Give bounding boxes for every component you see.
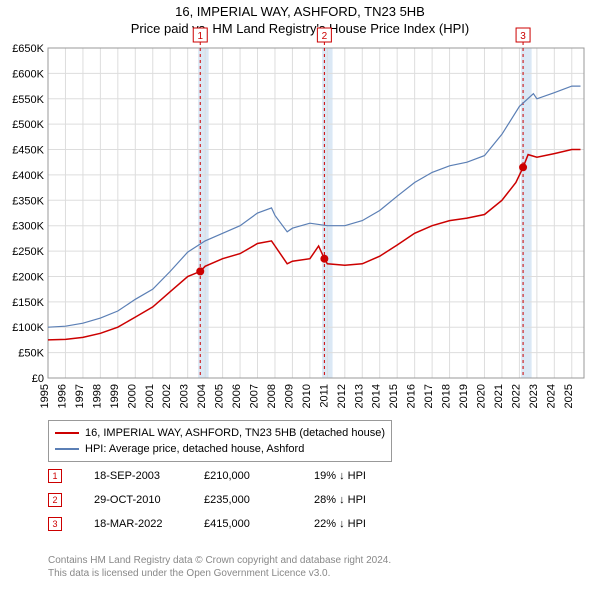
x-tick-label: 2003 xyxy=(179,384,191,408)
sale-marker-number: 1 xyxy=(197,31,203,42)
legend-item: HPI: Average price, detached house, Ashf… xyxy=(55,441,385,457)
y-tick-label: £400K xyxy=(12,170,44,182)
sales-row: 1 18-SEP-2003£210,00019% ↓ HPI xyxy=(48,464,414,488)
y-tick-label: £150K xyxy=(12,297,44,309)
x-tick-label: 2001 xyxy=(144,384,156,408)
x-tick-label: 2015 xyxy=(388,384,400,408)
series-hpi xyxy=(48,86,581,327)
sale-marker-dot xyxy=(196,267,204,275)
y-tick-label: £100K xyxy=(12,322,44,334)
legend-swatch xyxy=(55,432,79,434)
x-tick-label: 2012 xyxy=(336,384,348,408)
x-tick-label: 2020 xyxy=(475,384,487,408)
sales-delta: 19% ↓ HPI xyxy=(314,470,414,482)
sales-delta: 22% ↓ HPI xyxy=(314,518,414,530)
y-tick-label: £500K xyxy=(12,119,44,131)
x-tick-label: 2008 xyxy=(266,384,278,408)
x-tick-label: 2000 xyxy=(126,384,138,408)
y-tick-label: £600K xyxy=(12,68,44,80)
sales-marker-box: 2 xyxy=(48,493,62,507)
sale-marker-dot xyxy=(320,255,328,263)
sales-date: 29-OCT-2010 xyxy=(94,494,204,506)
sales-price: £210,000 xyxy=(204,470,314,482)
legend-label: 16, IMPERIAL WAY, ASHFORD, TN23 5HB (det… xyxy=(85,427,385,439)
sales-price: £235,000 xyxy=(204,494,314,506)
x-tick-label: 1996 xyxy=(56,384,68,408)
x-tick-label: 2007 xyxy=(249,384,261,408)
sale-marker-dot xyxy=(519,163,527,171)
x-tick-label: 2010 xyxy=(301,384,313,408)
y-tick-label: £450K xyxy=(12,145,44,157)
x-tick-label: 2013 xyxy=(353,384,365,408)
sales-table: 1 18-SEP-2003£210,00019% ↓ HPI 2 29-OCT-201… xyxy=(48,464,414,536)
legend-label: HPI: Average price, detached house, Ashf… xyxy=(85,443,304,455)
x-tick-label: 2002 xyxy=(161,384,173,408)
sales-marker-box: 1 xyxy=(48,469,62,483)
x-tick-label: 2018 xyxy=(441,384,453,408)
x-tick-label: 2025 xyxy=(563,384,575,408)
x-tick-label: 2014 xyxy=(371,384,383,408)
x-tick-label: 2005 xyxy=(214,384,226,408)
sales-delta: 28% ↓ HPI xyxy=(314,494,414,506)
sale-band xyxy=(198,48,208,378)
legend-swatch xyxy=(55,448,79,450)
x-tick-label: 2016 xyxy=(406,384,418,408)
sale-marker-number: 2 xyxy=(322,31,328,42)
series-property xyxy=(48,150,581,340)
sale-marker-number: 3 xyxy=(520,31,526,42)
sales-date: 18-MAR-2022 xyxy=(94,518,204,530)
x-tick-label: 2023 xyxy=(528,384,540,408)
sales-row: 3 18-MAR-2022£415,00022% ↓ HPI xyxy=(48,512,414,536)
x-tick-label: 2022 xyxy=(510,384,522,408)
sales-price: £415,000 xyxy=(204,518,314,530)
x-tick-label: 2011 xyxy=(318,384,330,408)
y-tick-label: £50K xyxy=(18,348,44,360)
x-tick-label: 1997 xyxy=(74,384,86,408)
y-tick-label: £200K xyxy=(12,271,44,283)
x-tick-label: 2017 xyxy=(423,384,435,408)
x-tick-label: 2006 xyxy=(231,384,243,408)
y-tick-label: £300K xyxy=(12,221,44,233)
footer-line-2: This data is licensed under the Open Gov… xyxy=(48,567,391,580)
x-tick-label: 2024 xyxy=(545,384,557,408)
x-tick-label: 2009 xyxy=(283,384,295,408)
y-tick-label: £250K xyxy=(12,246,44,258)
y-tick-label: £0 xyxy=(32,373,44,385)
legend: 16, IMPERIAL WAY, ASHFORD, TN23 5HB (det… xyxy=(48,420,392,462)
sales-row: 2 29-OCT-2010£235,00028% ↓ HPI xyxy=(48,488,414,512)
sales-marker-box: 3 xyxy=(48,517,62,531)
x-tick-label: 2019 xyxy=(458,384,470,408)
legend-item: 16, IMPERIAL WAY, ASHFORD, TN23 5HB (det… xyxy=(55,425,385,441)
x-tick-label: 1999 xyxy=(109,384,121,408)
y-tick-label: £550K xyxy=(12,94,44,106)
y-tick-label: £350K xyxy=(12,195,44,207)
x-tick-label: 1995 xyxy=(39,384,51,408)
license-footer: Contains HM Land Registry data © Crown c… xyxy=(48,554,391,580)
price-chart: £0 £50K £100K £150K £200K £250K £300K £350K £400… xyxy=(0,0,600,418)
x-tick-label: 2004 xyxy=(196,384,208,408)
sales-date: 18-SEP-2003 xyxy=(94,470,204,482)
footer-line-1: Contains HM Land Registry data © Crown c… xyxy=(48,554,391,567)
x-tick-label: 2021 xyxy=(493,384,505,408)
chart-container: 16, IMPERIAL WAY, ASHFORD, TN23 5HB Pric… xyxy=(0,0,600,590)
x-tick-label: 1998 xyxy=(91,384,103,408)
y-tick-label: £650K xyxy=(12,43,44,55)
